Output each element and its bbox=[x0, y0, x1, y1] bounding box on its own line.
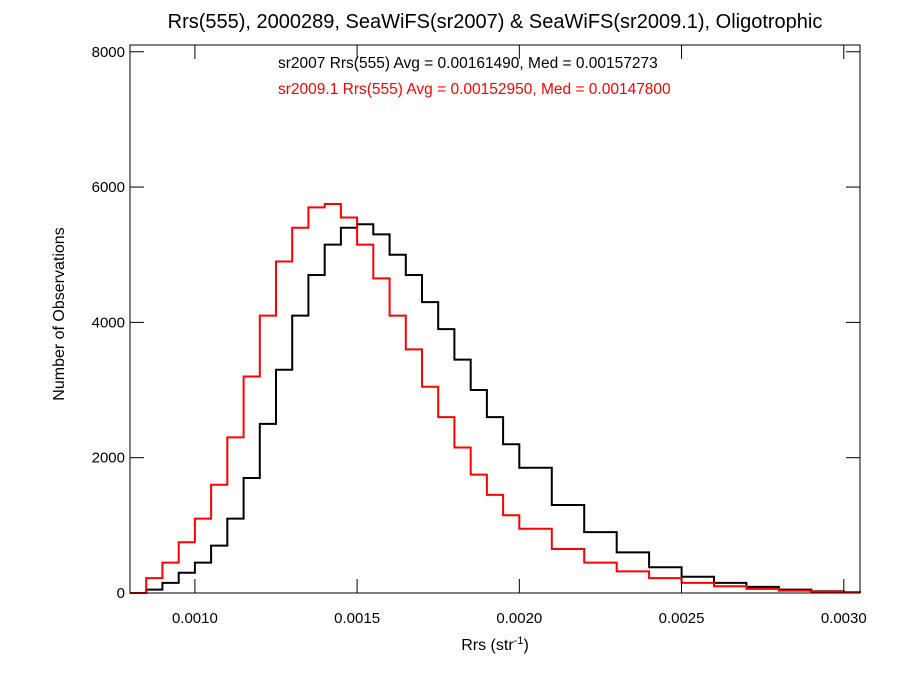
x-axis-label: Rrs (str-1) bbox=[461, 635, 529, 654]
x-tick-label-4: 0.0030 bbox=[821, 610, 867, 627]
chart-title: Rrs(555), 2000289, SeaWiFS(sr2007) & Sea… bbox=[168, 11, 823, 33]
y-axis-label: Number of Observations bbox=[51, 227, 68, 400]
series-line-sr2009.1 bbox=[130, 203, 861, 594]
x-tick-label-3: 0.0025 bbox=[659, 610, 705, 627]
annotation-sr2007: sr2007 Rrs(555) Avg = 0.00161490, Med = … bbox=[278, 55, 658, 72]
x-axis-label-main: Rrs (str bbox=[461, 637, 514, 654]
y-tick-label-0: 0 bbox=[117, 585, 125, 602]
y-tick-label-2: 4000 bbox=[92, 314, 125, 331]
y-tick-label-3: 6000 bbox=[92, 179, 125, 196]
x-tick-label-2: 0.0020 bbox=[496, 610, 542, 627]
annotation-sr2009: sr2009.1 Rrs(555) Avg = 0.00152950, Med … bbox=[278, 81, 671, 98]
y-tick-label-4: 8000 bbox=[92, 44, 125, 61]
axes-layer: 0.0010 0.0015 0.0020 0.0025 0.0030 0 2000 4000 6… bbox=[92, 44, 867, 627]
plot-frame bbox=[129, 44, 861, 594]
series-layer bbox=[130, 203, 861, 594]
x-tick-label-0: 0.0010 bbox=[172, 610, 218, 627]
series-line-sr2007 bbox=[130, 223, 861, 594]
y-tick-label-1: 2000 bbox=[92, 450, 125, 467]
x-axis-label-end: ) bbox=[523, 637, 528, 654]
x-tick-label-1: 0.0015 bbox=[334, 610, 380, 627]
x-axis-label-superscript: -1 bbox=[514, 635, 524, 647]
